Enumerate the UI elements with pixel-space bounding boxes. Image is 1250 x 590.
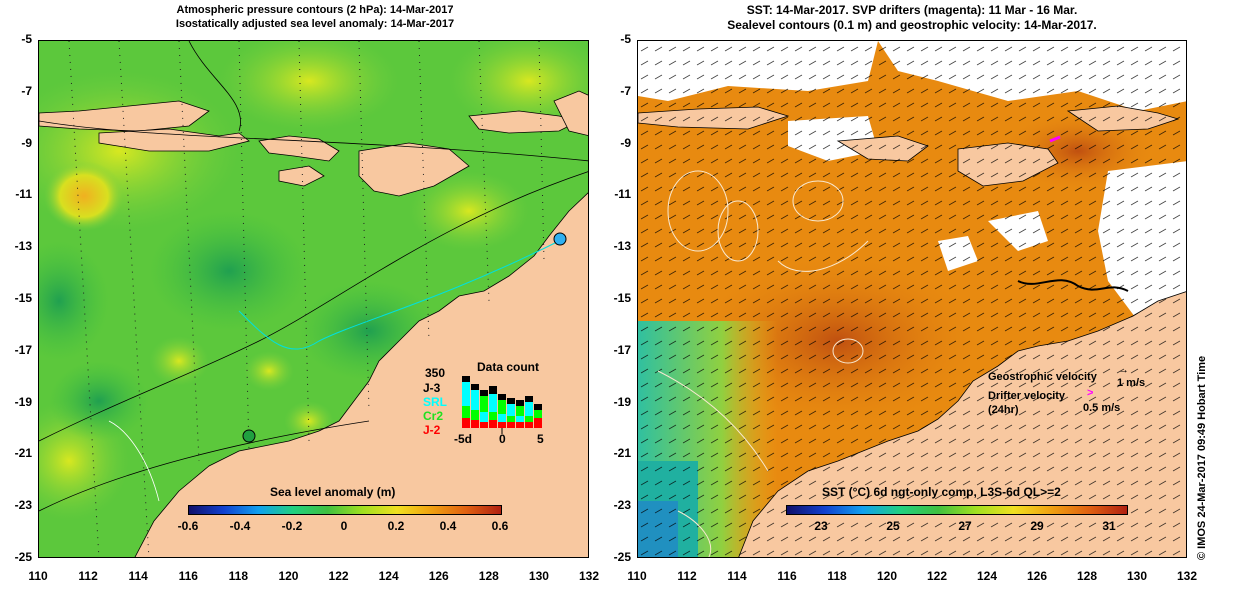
right-x-tick: 120 [876,569,898,583]
data-count-max: 350 [425,366,446,380]
geostrophic-velocity-label: Geostrophic velocity [988,371,1097,383]
right-x-tick: 126 [1026,569,1048,583]
left-colorbar-title: Sea level anomaly (m) [270,485,396,499]
left-y-tick: -15 [14,291,32,305]
left-title-line2: Isostatically adjusted sea level anomaly… [175,18,455,30]
right-y-tick: -9 [620,135,631,150]
left-y-tick: -5 [21,32,32,46]
left-colorbar-tick: 0.6 [491,519,509,533]
left-x-tick: 110 [28,569,48,583]
left-y-tick: -21 [14,446,32,461]
data-count-title: Data count [477,360,540,374]
right-y-tick: -23 [613,498,631,513]
right-colorbar [786,505,1128,515]
satellite-label: SRL [423,395,447,409]
copyright-timestamp: © IMOS 24-Mar-2017 09:49 Hobart Time [1196,355,1208,560]
geostrophic-velocity-value: 1 m/s [1117,377,1146,389]
left-x-tick: 128 [478,569,499,583]
left-y-tick: -23 [14,498,32,513]
sea-level-anomaly-map [38,40,589,558]
right-x-tick: 112 [677,569,697,583]
drifter-velocity-value: 0.5 m/s [1083,402,1121,414]
left-x-tick: 114 [128,569,148,583]
right-x-tick: 122 [926,569,948,583]
right-x-tick: 116 [777,569,797,583]
left-y-tick: -17 [14,342,32,357]
right-x-tick: 128 [1076,569,1098,583]
satellite-label: J-3 [423,381,441,395]
left-y-tick: -9 [21,135,32,150]
right-x-tick: 110 [627,569,647,583]
left-x-tick: 132 [578,569,600,583]
sla-map-graphic [39,41,588,557]
right-x-tick: 124 [976,569,998,583]
left-colorbar-tick: 0.4 [439,519,457,533]
left-y-tick: -25 [14,550,32,564]
data-count-x-max: 5 [537,432,544,446]
data-count-histogram [462,376,542,434]
drifter-velocity-label: Drifter velocity [988,390,1066,402]
left-x-tick: 130 [528,569,549,583]
data-count-x-zero: 0 [499,432,506,446]
left-y-tick: -13 [14,239,32,254]
right-x-tick: 132 [1176,569,1198,583]
right-x-tick: 118 [827,569,847,583]
satellite-label: Cr2 [423,409,444,423]
right-y-tick: -21 [613,446,631,461]
left-colorbar [188,505,502,515]
left-x-tick: 122 [328,569,349,583]
geostrophic-velocity-arrow: → [1118,364,1129,376]
right-y-tick: -25 [613,550,631,564]
drifter-velocity-arrow: > [1087,387,1094,399]
left-colorbar-tick: 0 [340,519,348,533]
right-x-tick: 130 [1126,569,1148,583]
right-title-line2: Sealevel contours (0.1 m) and geostrophi… [727,18,1097,32]
right-colorbar-tick: 27 [958,519,972,533]
sst-map-graphic [638,41,1186,557]
right-x-tick: 114 [727,569,747,583]
left-colorbar-tick: -0.4 [229,519,251,533]
right-y-tick: -11 [614,187,631,202]
data-count-x-min: -5d [454,432,472,446]
right-y-tick: -7 [620,83,631,98]
left-colorbar-tick: -0.2 [281,519,303,533]
right-y-tick: -15 [613,291,631,305]
right-colorbar-title: SST (°C) 6d ngt-only comp, L3S-6d QL>=2 [822,485,1061,499]
drifter-velocity-sublabel: (24hr) [988,404,1019,416]
left-colorbar-tick: 0.2 [387,519,405,533]
left-x-tick: 118 [228,569,249,583]
right-colorbar-tick: 29 [1030,519,1044,533]
left-y-tick: -19 [14,394,32,409]
left-x-tick: 126 [428,569,449,583]
left-x-tick: 116 [178,569,198,583]
left-x-tick: 120 [278,569,299,583]
left-colorbar-tick: -0.6 [177,519,199,533]
left-y-tick: -11 [15,187,32,202]
left-x-tick: 112 [78,569,98,583]
right-y-tick: -13 [613,239,631,254]
right-y-tick: -5 [620,32,631,46]
left-y-tick: -7 [21,83,32,98]
right-colorbar-tick: 31 [1102,519,1116,533]
left-x-tick: 124 [378,569,399,583]
right-colorbar-tick: 23 [814,519,828,533]
sst-map [637,40,1187,558]
satellite-label: J-2 [423,423,441,437]
right-title-line1: SST: 14-Mar-2017. SVP drifters (magenta)… [746,3,1078,17]
right-colorbar-tick: 25 [886,519,900,533]
left-title-line1: Atmospheric pressure contours (2 hPa): 1… [176,4,454,16]
right-y-tick: -17 [613,342,631,357]
right-y-tick: -19 [613,394,631,409]
